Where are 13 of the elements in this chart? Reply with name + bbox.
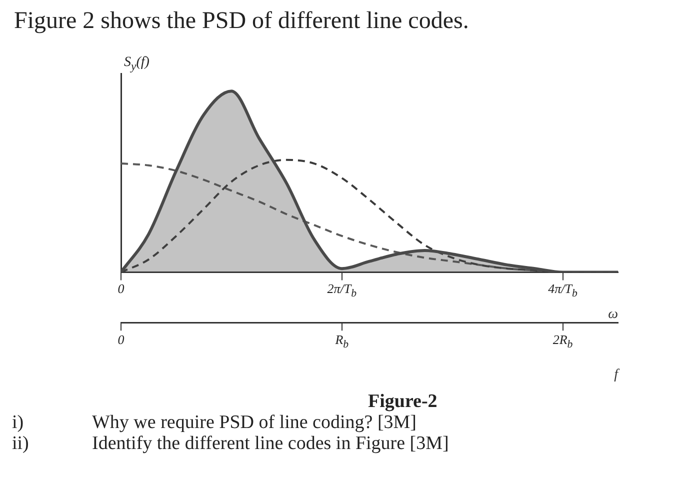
text: ii) Identify the different line codes in Figure [3M]	[12, 432, 449, 454]
chart-title: Figure 2 shows the PSD of different line codes.	[14, 8, 470, 35]
x-tick-label: 2R$_{b}$	[552, 332, 573, 352]
text: Figure-2	[368, 390, 438, 412]
x2-tick-label: 0	[118, 281, 124, 296]
x-tick-label: R$_{b}$	[335, 332, 349, 352]
x-tick-label: 0	[118, 332, 124, 347]
x-axis-title: f	[614, 367, 620, 382]
x2-axis-title: ω	[608, 306, 618, 322]
x2-tick-label: 2π/T$_{b}$	[327, 281, 357, 301]
x2-tick-label: 4π/T$_{b}$	[548, 281, 578, 301]
text: i) Why we require PSD of line coding? [3M]	[12, 412, 417, 433]
y-axis-title: S$_{y}$(f)	[124, 55, 150, 73]
